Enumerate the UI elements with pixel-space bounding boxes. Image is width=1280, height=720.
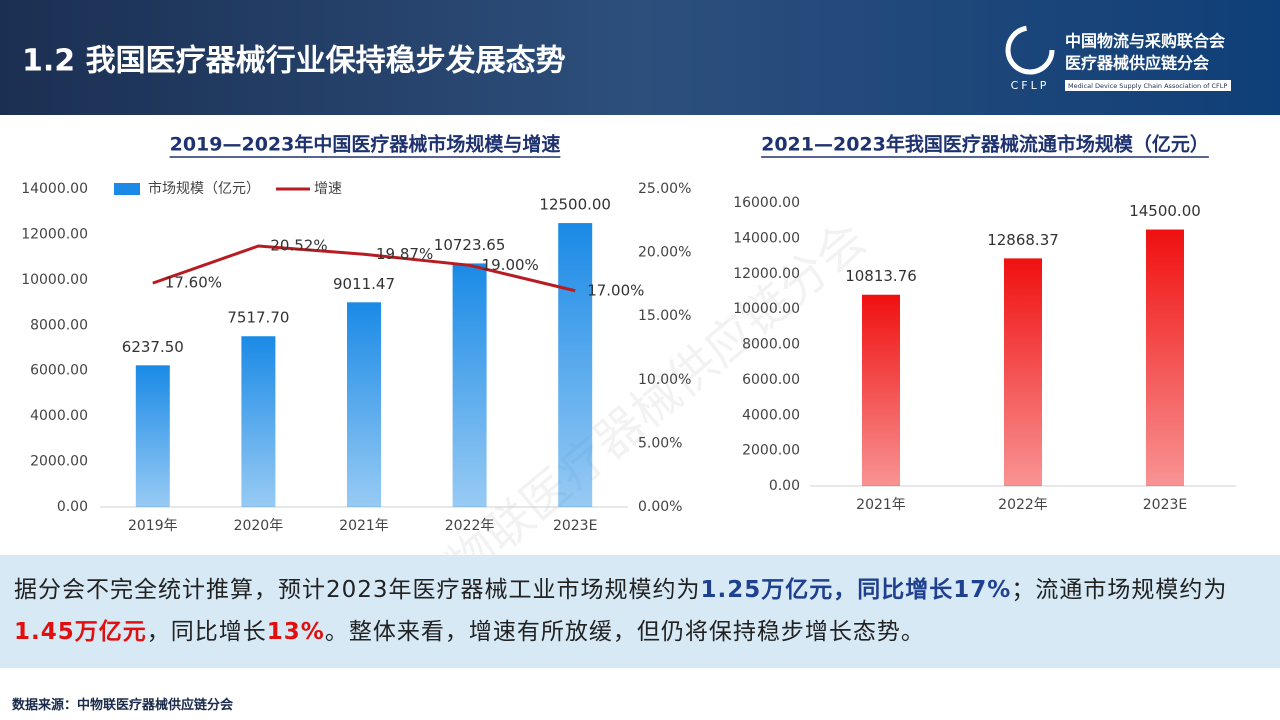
x-tick-label: 2020年	[234, 518, 284, 534]
value-label: 14500.00	[1129, 202, 1201, 220]
y-tick-label: 2000.00	[30, 454, 88, 470]
legend-label: 增速	[314, 181, 342, 197]
x-tick-label: 2023E	[553, 518, 597, 534]
value-label: 17.00%	[587, 281, 644, 299]
bar	[1004, 258, 1042, 486]
logo-mark	[1005, 25, 1055, 75]
bar	[862, 294, 900, 486]
summary-segment: 。整体来看，增速有所放缓，但仍将保持稳步增长态势。	[324, 619, 925, 645]
y-tick-label: 12000.00	[733, 266, 800, 282]
y-tick-label: 0.00	[57, 499, 88, 515]
value-label: 19.00%	[482, 256, 539, 274]
value-label: 20.52%	[270, 236, 327, 254]
chart-title: 2019—2023年中国医疗器械市场规模与增速	[170, 133, 561, 156]
y-tick-label: 14000.00	[733, 230, 800, 246]
y-tick-label: 4000.00	[30, 408, 88, 424]
y-tick-label: 10000.00	[21, 272, 88, 288]
y-tick-label: 8000.00	[30, 317, 88, 333]
value-label: 12500.00	[539, 196, 611, 214]
bar	[347, 302, 381, 507]
y-tick-label: 6000.00	[30, 363, 88, 379]
y-tick-label: 4000.00	[742, 407, 800, 423]
header-band	[0, 0, 1280, 115]
bar	[558, 223, 593, 508]
value-label: 12868.37	[987, 231, 1059, 249]
y-tick-label: 14000.00	[21, 181, 88, 197]
value-label: 10813.76	[845, 267, 917, 285]
y-tick-label: 2000.00	[742, 443, 800, 459]
summary-segment: ；流通市场规模约为	[1011, 577, 1228, 603]
y2-tick-label: 15.00%	[638, 308, 691, 324]
source: 数据来源：中物联医疗器械供应链分会	[12, 698, 234, 713]
y-tick-label: 16000.00	[733, 195, 800, 211]
summary-segment: ，同比增长	[146, 619, 267, 645]
chart-title: 2021—2023年我国医疗器械流通市场规模（亿元）	[761, 133, 1209, 156]
bar	[1146, 229, 1184, 486]
summary: 据分会不完全统计推算，预计2023年医疗器械工业市场规模约为1.25万亿元，同比…	[0, 555, 1280, 668]
summary-segment: 1.45万亿元	[14, 619, 147, 645]
bar	[241, 336, 276, 507]
y-tick-label: 8000.00	[742, 337, 800, 353]
value-label: 6237.50	[122, 338, 184, 356]
org-name: 中国物流与采购联合会	[1065, 32, 1225, 51]
org-en: Medical Device Supply Chain Association …	[1068, 82, 1227, 90]
line	[152, 244, 576, 293]
y2-tick-label: 5.00%	[638, 435, 682, 451]
x-tick-label: 2022年	[445, 518, 495, 534]
summary-segment: 据分会不完全统计推算，预计2023年医疗器械工业市场规模约为	[14, 577, 701, 603]
y2-tick-label: 20.00%	[638, 245, 691, 261]
logo-text: CFLP	[1011, 79, 1050, 92]
summary-segment: 13%	[266, 619, 325, 645]
bar	[452, 263, 487, 507]
x-tick-label: 2019年	[128, 518, 178, 534]
value-label: 10723.65	[434, 236, 506, 254]
y-tick-label: 0.00	[769, 478, 800, 494]
x-tick-label: 2021年	[339, 518, 389, 534]
y-tick-label: 12000.00	[21, 226, 88, 242]
x-tick-label: 2021年	[856, 497, 906, 513]
y2-tick-label: 0.00%	[638, 499, 682, 515]
x-tick-label: 2022年	[998, 497, 1048, 513]
value-label: 7517.70	[227, 309, 289, 327]
org-branch: 医疗器械供应链分会	[1065, 54, 1209, 73]
bar	[135, 365, 170, 507]
y2-tick-label: 25.00%	[638, 181, 691, 197]
y-tick-label: 10000.00	[733, 301, 800, 317]
x-tick-label: 2023E	[1143, 497, 1187, 513]
slide-title: 1.2 我国医疗器械行业保持稳步发展态势	[22, 44, 566, 79]
y2-tick-label: 10.00%	[638, 372, 691, 388]
y-tick-label: 6000.00	[742, 372, 800, 388]
legend-label: 市场规模（亿元）	[148, 180, 260, 197]
legend-swatch	[114, 183, 140, 195]
value-label: 19.87%	[376, 245, 433, 263]
org-en-box	[1065, 80, 1231, 91]
summary-segment: 1.25万亿元，同比增长17%	[700, 577, 1012, 603]
value-label: 17.60%	[165, 274, 222, 292]
value-label: 9011.47	[333, 275, 395, 293]
